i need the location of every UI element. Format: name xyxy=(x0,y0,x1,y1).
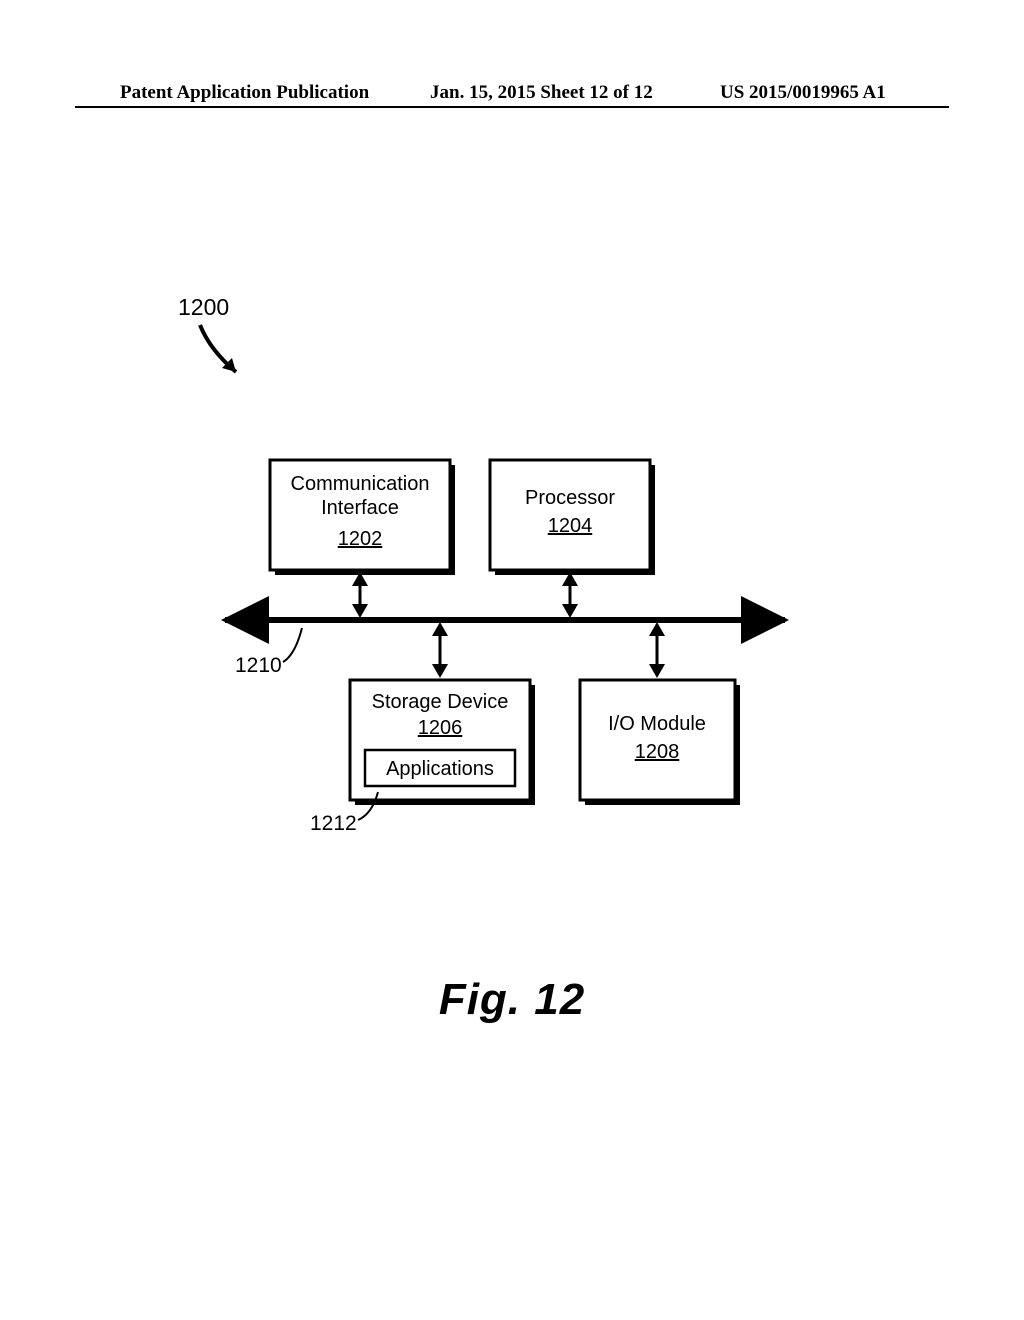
io-ref: 1208 xyxy=(635,741,680,763)
bus-ref-label: 1210 xyxy=(235,654,282,677)
apps-ref-label: 1212 xyxy=(310,812,357,835)
comm-title-line1: Communication xyxy=(291,473,430,495)
storage-ref: 1206 xyxy=(418,717,463,739)
storage-title: Storage Device xyxy=(372,691,509,713)
block-processor: Processor 1204 xyxy=(490,460,655,575)
proc-title: Processor xyxy=(525,487,615,509)
comm-title-line2: Interface xyxy=(321,497,399,519)
block-io-module: I/O Module 1208 xyxy=(580,680,740,805)
figure-caption: Fig. 12 xyxy=(0,975,1024,1025)
block-communication-interface: Communication Interface 1202 xyxy=(270,460,455,575)
comm-ref: 1202 xyxy=(338,528,383,550)
applications-label: Applications xyxy=(386,758,494,780)
system-ref-label: 1200 xyxy=(178,294,229,320)
block-diagram: 1200 1210 Communication Interface 1202 P… xyxy=(0,0,1024,1320)
block-storage-device: Storage Device 1206 Applications xyxy=(350,680,535,805)
bus-ref-hook xyxy=(283,628,302,662)
io-title: I/O Module xyxy=(608,713,706,735)
proc-ref: 1204 xyxy=(548,515,593,537)
page: Patent Application Publication Jan. 15, … xyxy=(0,0,1024,1320)
